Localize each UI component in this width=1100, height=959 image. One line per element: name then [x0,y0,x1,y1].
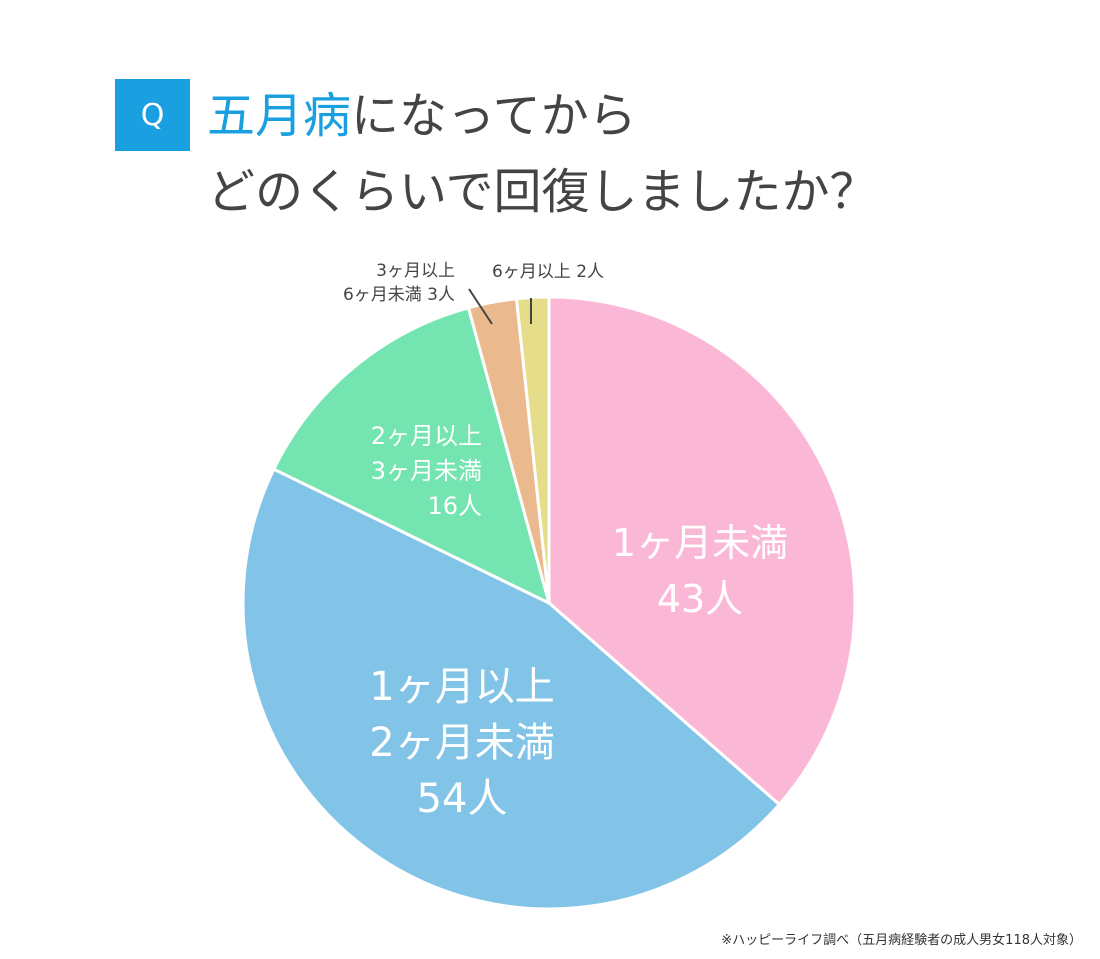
pie-slice-2 [271,305,552,606]
title-rest: になってから [351,88,637,144]
title-line-1: 五月病になってから [207,78,878,154]
slice-label-1-line-1: 2ヶ月未満 [369,720,554,766]
slice-label-3: 3ヶ月以上 6ヶ月未満 3人 [343,261,455,305]
title-highlight: 五月病 [207,88,352,144]
question-badge: Q [115,79,190,151]
slice-label-2-line-1: 3ヶ月未満 [371,457,482,485]
slice-label-3-line-1: 6ヶ月未満 3人 [343,285,455,305]
pie-slice-1 [241,467,782,911]
slice-label-1-line-2: 54人 [417,776,508,822]
question-title: 五月病になってから どのくらいで回復しましたか？ [207,78,878,230]
pie-slice-4 [514,295,551,604]
title-line-2: どのくらいで回復しましたか？ [207,164,878,220]
source-note: ※ハッピーライフ調べ（五月病経験者の成人男女118人対象） [721,933,1082,948]
pie-slice-0 [547,295,857,807]
slice-label-2-line-2: 16人 [427,492,482,520]
slice-label-2: 2ヶ月以上 3ヶ月未満 16人 [371,422,482,520]
slice-label-2-line-0: 2ヶ月以上 [371,422,482,450]
leader-line-3 [468,288,493,325]
slice-label-4-line-0: 6ヶ月以上 2人 [492,262,604,282]
slice-label-0-line-1: 43人 [657,577,743,621]
slice-label-0: 1ヶ月未満 43人 [612,521,788,621]
slice-label-1-line-0: 1ヶ月以上 [369,664,554,710]
slice-label-3-line-0: 3ヶ月以上 [376,261,455,281]
slice-label-4: 6ヶ月以上 2人 [492,262,604,282]
slice-label-0-line-0: 1ヶ月未満 [612,521,788,565]
slice-label-1: 1ヶ月以上 2ヶ月未満 54人 [369,664,554,822]
